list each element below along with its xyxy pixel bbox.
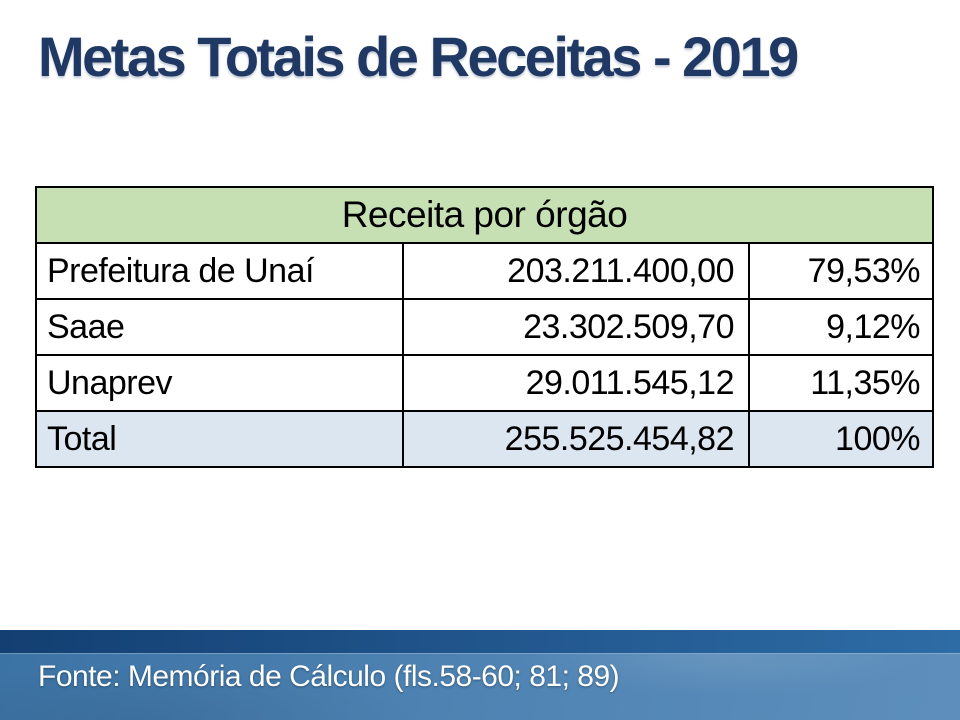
org-value-cell: 29.011.545,12 (402, 354, 750, 412)
org-pct-cell: 79,53% (748, 242, 934, 300)
org-name-cell: Unaprev (35, 354, 404, 412)
table-row: Prefeitura de Unaí 203.211.400,00 79,53% (35, 242, 934, 300)
total-pct-cell: 100% (748, 410, 934, 468)
org-value-cell: 203.211.400,00 (402, 242, 750, 300)
org-value-cell: 23.302.509,70 (402, 298, 750, 356)
revenue-table: Receita por órgão Prefeitura de Unaí 203… (35, 186, 934, 468)
slide-title: Metas Totais de Receitas - 2019 (38, 25, 799, 88)
slide-footer: Fonte: Memória de Cálculo (fls.58-60; 81… (0, 630, 960, 720)
table-header-row: Receita por órgão (35, 186, 934, 244)
footer-band: Fonte: Memória de Cálculo (fls.58-60; 81… (0, 653, 960, 720)
footer-source-text: Fonte: Memória de Cálculo (fls.58-60; 81… (38, 660, 620, 693)
table-row: Saae 23.302.509,70 9,12% (35, 298, 934, 356)
footer-accent-stripe (0, 630, 960, 653)
total-label-cell: Total (35, 410, 404, 468)
org-pct-cell: 11,35% (748, 354, 934, 412)
total-value-cell: 255.525.454,82 (402, 410, 750, 468)
org-name-cell: Saae (35, 298, 404, 356)
org-pct-cell: 9,12% (748, 298, 934, 356)
table-total-row: Total 255.525.454,82 100% (35, 410, 934, 468)
table-row: Unaprev 29.011.545,12 11,35% (35, 354, 934, 412)
org-name-cell: Prefeitura de Unaí (35, 242, 404, 300)
table-title: Receita por órgão (35, 186, 934, 244)
